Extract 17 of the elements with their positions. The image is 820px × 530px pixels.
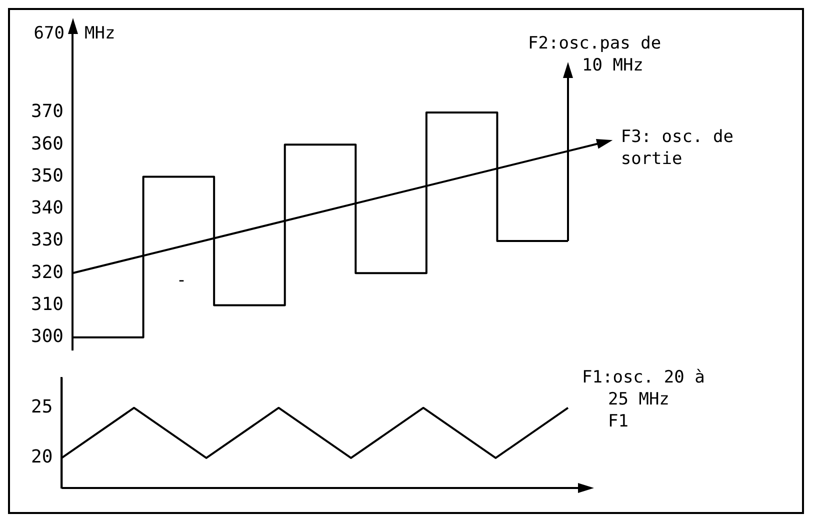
text: F2:osc.pas de 10 MHz <box>528 33 662 76</box>
text: 670 <box>34 23 65 44</box>
y-tick-label: 320 <box>30 262 64 283</box>
y-tick-label: 370 <box>30 101 64 122</box>
y-tick-label: 350 <box>30 165 64 186</box>
y-tick-label: 330 <box>30 230 64 251</box>
text: F1 <box>608 411 628 432</box>
legend-label: F3: osc. de sortie <box>620 126 734 169</box>
y-tick-label: 25 <box>30 396 53 418</box>
series-label: F1:osc. 20 à 25 MHz <box>582 367 705 410</box>
y-tick-label: 360 <box>30 133 64 154</box>
y-axis-title: MHz <box>84 23 116 44</box>
y-tick-label: 310 <box>30 294 64 315</box>
y-tick-label: 300 <box>30 326 64 348</box>
y-tick-label: 340 <box>30 198 64 219</box>
y-tick-label: 20 <box>30 446 53 468</box>
annotation: - <box>176 270 187 291</box>
